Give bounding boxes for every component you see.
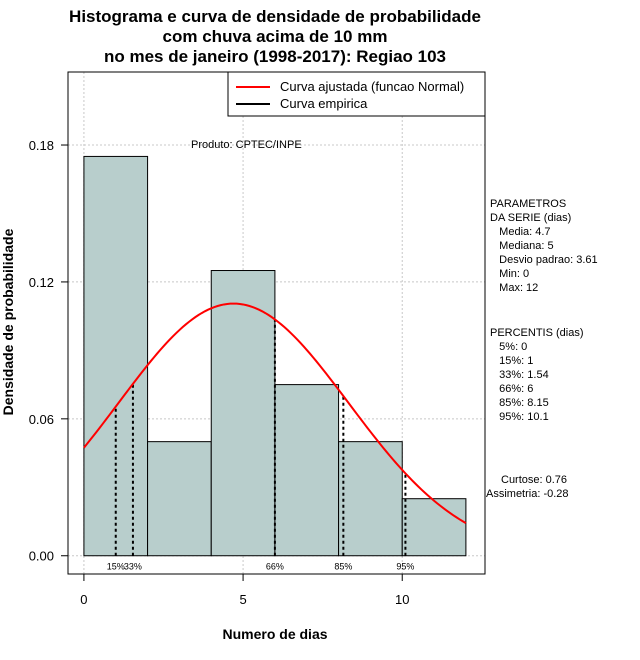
percentiles-line: 5%: 0 (490, 341, 527, 353)
curves (83, 302, 467, 524)
histogram-bar (274, 384, 340, 557)
histogram-bar (210, 270, 276, 557)
y-axis: 0.00 0.06 0.12 0.18 (29, 138, 69, 564)
percentiles-line: 33%: 1.54 (490, 369, 549, 381)
y-tick-label: 0.06 (29, 412, 54, 427)
percentile-marker-label: 95% (396, 562, 414, 572)
chart-title-line-2: com chuva acima de 10 mm (163, 27, 388, 46)
y-tick-label: 0.18 (29, 138, 54, 153)
histogram-bar (338, 441, 403, 557)
percentiles-line: 66%: 6 (490, 383, 533, 395)
percentiles-line: 85%: 8.15 (490, 397, 549, 409)
y-tick-label: 0.12 (29, 275, 54, 290)
chart-title-line-3: no mes de janeiro (1998-2017): Regiao 10… (104, 47, 446, 66)
parameters-block: PARAMETROS DA SERIE (dias) Media: 4.7 Me… (490, 198, 598, 294)
x-tick-label: 10 (395, 592, 409, 607)
legend-box (227, 71, 486, 117)
shape-stats-block: Curtose: 0.76 Assimetria: -0.28 (486, 474, 569, 500)
parameters-line: Min: 0 (490, 268, 529, 280)
x-tick-label: 0 (80, 592, 87, 607)
x-axis: 0 5 10 (80, 573, 409, 607)
percentiles-line: 15%: 1 (490, 355, 533, 367)
percentile-marker-label: 33% (124, 562, 142, 572)
histogram-bar (147, 441, 212, 557)
x-axis-label: Numero de dias (222, 626, 327, 642)
fitted-normal-curve (83, 302, 467, 524)
percentile-markers: 15% 33% 66% 85% 95% (107, 319, 414, 572)
y-axis-label: Densidade de probabilidade (0, 228, 16, 415)
histogram-bar (401, 498, 467, 557)
y-tick-label: 0.00 (29, 549, 54, 564)
histogram-bar (83, 155, 149, 557)
legend-fitted-label: Curva ajustada (funcao Normal) (280, 79, 464, 94)
percentile-marker-label: 15% (107, 562, 125, 572)
percentile-marker-label: 66% (266, 562, 284, 572)
kurtosis-text: Curtose: 0.76 (501, 474, 567, 486)
producer-note: Produto: CPTEC/INPE (191, 139, 302, 151)
parameters-line: Desvio padrao: 3.61 (490, 254, 598, 266)
percentiles-line: PERCENTIS (dias) (490, 327, 584, 339)
chart-title-line-1: Histograma e curva de densidade de proba… (69, 7, 481, 26)
parameters-line: Mediana: 5 (490, 240, 554, 252)
parameters-line: Media: 4.7 (490, 226, 551, 238)
percentile-marker-label: 85% (334, 562, 352, 572)
percentiles-line: 95%: 10.1 (490, 411, 549, 423)
x-tick-label: 5 (239, 592, 246, 607)
skewness-text: Assimetria: -0.28 (486, 488, 569, 500)
legend-empirical-label: Curva empirica (280, 96, 368, 111)
legend: Curva ajustada (funcao Normal) Curva emp… (227, 71, 486, 117)
percentiles-block: PERCENTIS (dias) 5%: 0 15%: 1 33%: 1.54 … (490, 327, 584, 423)
parameters-line: Max: 12 (490, 282, 538, 294)
parameters-line: PARAMETROS (490, 198, 566, 210)
parameters-line: DA SERIE (dias) (490, 212, 571, 224)
